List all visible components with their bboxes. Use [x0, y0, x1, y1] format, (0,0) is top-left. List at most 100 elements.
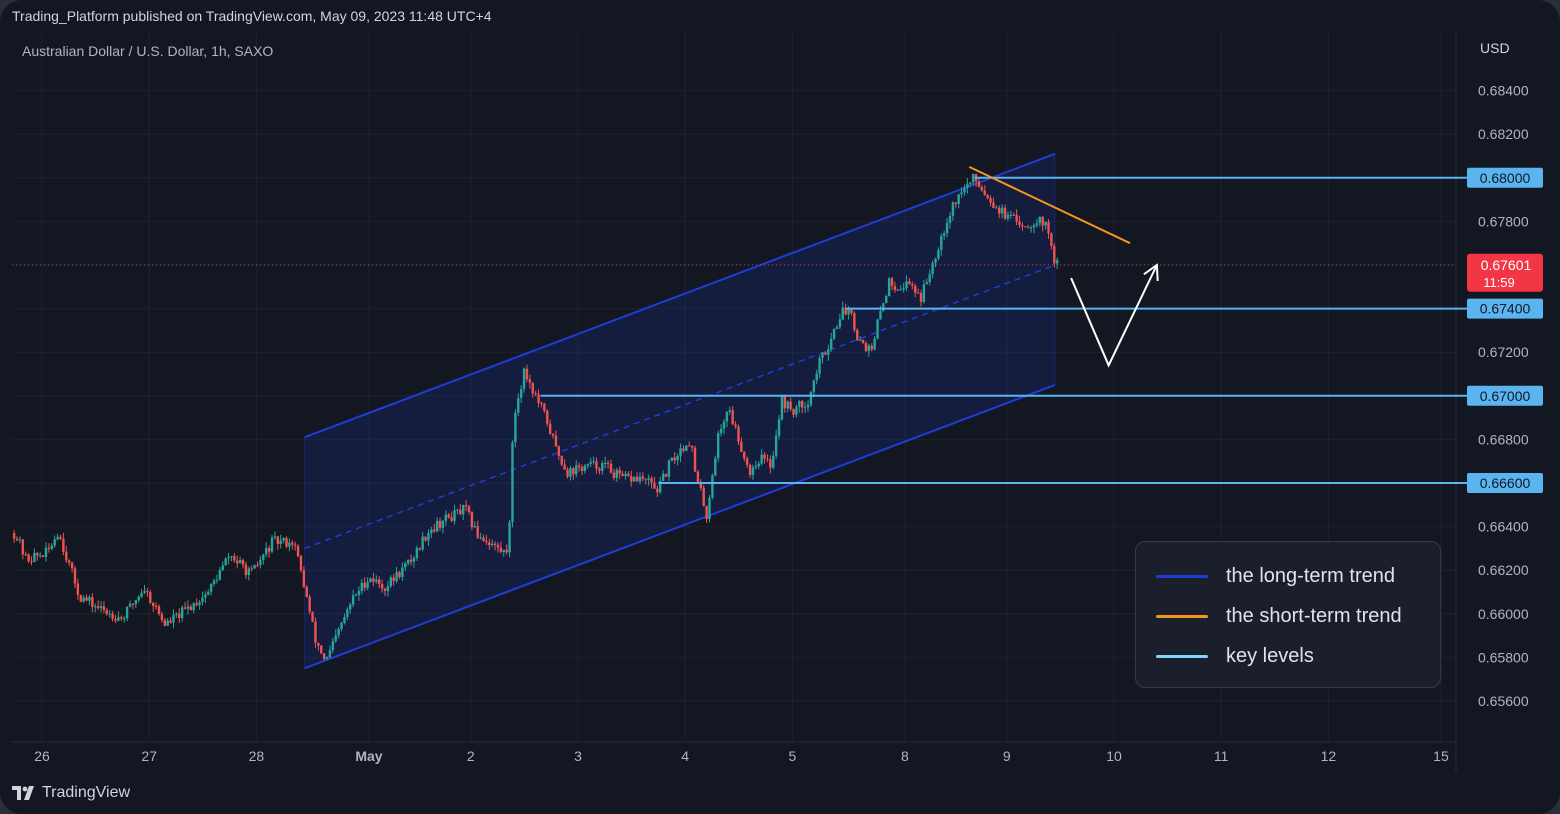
candle-body [288, 542, 291, 547]
tradingview-brand[interactable]: TradingView [12, 784, 130, 802]
candle-body [769, 459, 772, 468]
candle-body [1003, 207, 1007, 219]
candle-body [56, 536, 59, 540]
candle-body [745, 458, 749, 465]
candle-body [801, 400, 804, 408]
candle-body [154, 606, 158, 608]
candle-body [395, 572, 398, 582]
candle-body [650, 478, 653, 483]
candle-body [916, 292, 920, 294]
candle-body [250, 568, 253, 570]
candle-body [325, 657, 329, 660]
candle-body [311, 611, 314, 622]
candle-body [517, 397, 520, 413]
candle-body [273, 536, 277, 538]
candle-body [829, 338, 833, 350]
candle-body [96, 606, 100, 609]
x-tick-label: 10 [1106, 748, 1122, 764]
x-tick-label: 9 [1003, 748, 1011, 764]
candle-body [873, 338, 876, 350]
y-tick-label: 0.67800 [1478, 213, 1529, 229]
candle-body [809, 391, 813, 405]
candle-body [337, 628, 340, 636]
candle-body [238, 560, 242, 564]
candle-body [522, 368, 526, 390]
candle-body [424, 536, 427, 541]
candle-body [493, 543, 497, 545]
symbol-title[interactable]: Australian Dollar / U.S. Dollar, 1h, SAX… [22, 43, 274, 59]
candle-body [33, 552, 36, 562]
candle-body [948, 215, 952, 223]
candle-body [598, 468, 601, 471]
key-level-badge [1467, 298, 1543, 319]
tradingview-logo-icon [12, 786, 34, 800]
candle-body [925, 282, 929, 285]
candle-body [856, 329, 859, 341]
candle-body [76, 583, 80, 595]
candle-body [207, 591, 210, 595]
y-tick-label: 0.68400 [1478, 83, 1529, 99]
candle-body [543, 403, 546, 411]
candle-body [514, 412, 517, 443]
candle-body [372, 578, 375, 582]
candle-body [152, 602, 155, 607]
candle-body [50, 545, 53, 549]
candle-body [204, 594, 207, 598]
candle-body [803, 407, 807, 409]
candle-body [415, 547, 419, 559]
candle-body [499, 547, 503, 552]
x-tick-label: 12 [1321, 748, 1337, 764]
candle-body [270, 537, 274, 552]
bar-countdown-label: 11:59 [1483, 275, 1515, 290]
candle-body [670, 457, 674, 461]
candle-body [971, 174, 975, 183]
candle-body [603, 462, 607, 464]
candle-body [99, 606, 103, 609]
candle-body [44, 547, 48, 557]
candle-body [343, 617, 346, 623]
candle-body [537, 394, 540, 404]
candle-body [91, 597, 94, 607]
candle-body [296, 545, 300, 557]
candle-body [215, 579, 219, 581]
candle-body [821, 352, 824, 359]
current-price-label: 0.67601 [1481, 257, 1532, 273]
candle-body [70, 562, 74, 569]
candle-body [409, 559, 413, 562]
candle-body [195, 603, 198, 606]
candle-body [418, 547, 421, 550]
candle-body [1047, 221, 1050, 234]
candle-body [783, 396, 787, 409]
candle-body [931, 263, 934, 275]
candle-body [693, 447, 697, 472]
candle-body [867, 345, 871, 352]
candle-body [444, 514, 448, 521]
candle-body [508, 522, 511, 553]
candle-body [989, 198, 992, 203]
key-level-label: 0.66600 [1480, 475, 1531, 491]
candle-body [577, 465, 581, 468]
candle-body [256, 564, 259, 566]
candle-body [832, 329, 836, 339]
candle-body [322, 653, 326, 660]
current-price-badge [1467, 253, 1543, 292]
candle-body [178, 613, 181, 619]
candle-body [398, 572, 401, 578]
x-tick-label: 2 [467, 748, 475, 764]
candle-body [94, 606, 97, 608]
candle-body [1024, 226, 1027, 228]
candle-body [433, 529, 436, 532]
candle-body [1038, 216, 1041, 224]
candle-body [743, 451, 746, 459]
candle-body [349, 604, 352, 610]
candle-body [954, 202, 957, 205]
candle-body [696, 471, 700, 482]
projection-path [1070, 264, 1158, 368]
candle-body [39, 555, 42, 557]
candle-body [934, 258, 937, 264]
candle-body [120, 617, 123, 619]
chart-legend: the long-term trend the short-term trend… [1135, 541, 1441, 688]
candle-body [676, 455, 679, 461]
